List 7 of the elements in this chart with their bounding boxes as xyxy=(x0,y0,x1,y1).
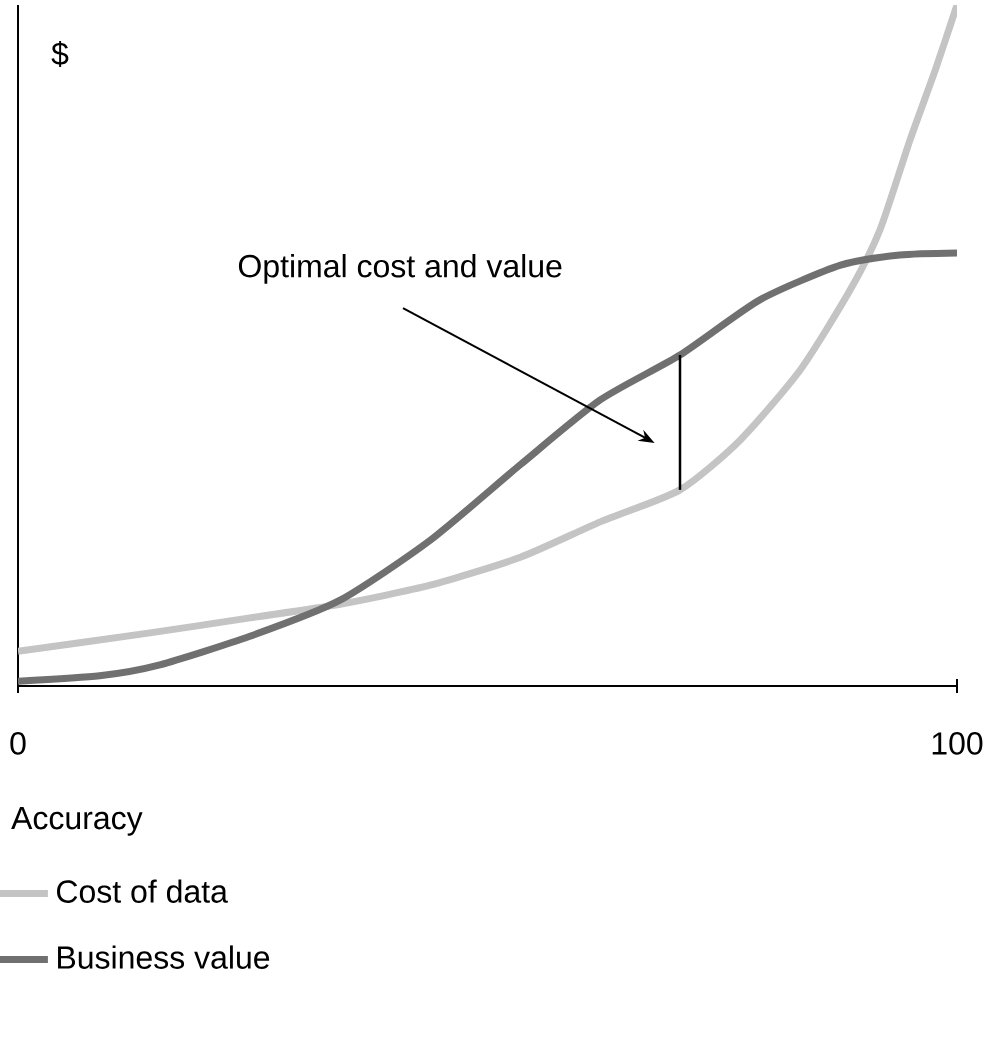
x-tick-label: 100 xyxy=(932,732,983,755)
x-tick-label: 0 xyxy=(10,732,26,755)
legend-label: Cost of data xyxy=(57,879,228,903)
x-axis-title: Accuracy xyxy=(11,807,143,836)
y-axis-title: $ xyxy=(51,41,69,67)
legend-label: Business value xyxy=(58,945,270,969)
annotation: Optimal cost and value xyxy=(238,253,562,284)
